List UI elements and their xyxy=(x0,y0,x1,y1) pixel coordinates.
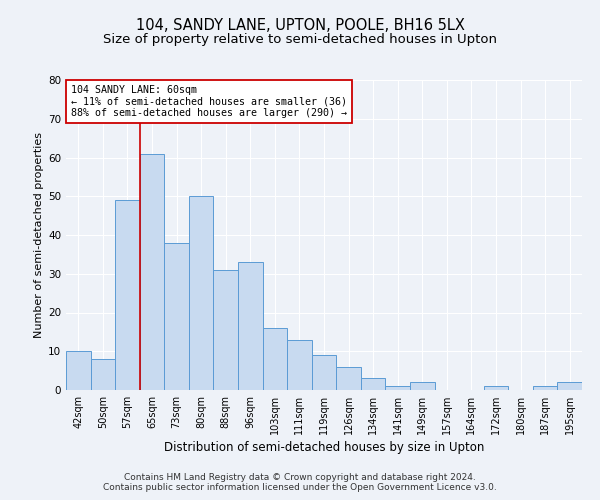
Text: 104 SANDY LANE: 60sqm
← 11% of semi-detached houses are smaller (36)
88% of semi: 104 SANDY LANE: 60sqm ← 11% of semi-deta… xyxy=(71,84,347,118)
Bar xyxy=(361,378,385,390)
Bar xyxy=(263,328,287,390)
Bar xyxy=(91,359,115,390)
Bar xyxy=(385,386,410,390)
Y-axis label: Number of semi-detached properties: Number of semi-detached properties xyxy=(34,132,44,338)
X-axis label: Distribution of semi-detached houses by size in Upton: Distribution of semi-detached houses by … xyxy=(164,441,484,454)
Bar xyxy=(189,196,214,390)
Text: Contains HM Land Registry data © Crown copyright and database right 2024.
Contai: Contains HM Land Registry data © Crown c… xyxy=(103,473,497,492)
Bar xyxy=(164,243,189,390)
Bar xyxy=(140,154,164,390)
Bar xyxy=(238,262,263,390)
Bar xyxy=(214,270,238,390)
Text: 104, SANDY LANE, UPTON, POOLE, BH16 5LX: 104, SANDY LANE, UPTON, POOLE, BH16 5LX xyxy=(136,18,464,32)
Bar xyxy=(410,382,434,390)
Bar xyxy=(336,367,361,390)
Bar xyxy=(557,382,582,390)
Bar xyxy=(484,386,508,390)
Bar xyxy=(312,355,336,390)
Bar xyxy=(287,340,312,390)
Bar xyxy=(66,351,91,390)
Bar xyxy=(115,200,140,390)
Text: Size of property relative to semi-detached houses in Upton: Size of property relative to semi-detach… xyxy=(103,32,497,46)
Bar xyxy=(533,386,557,390)
